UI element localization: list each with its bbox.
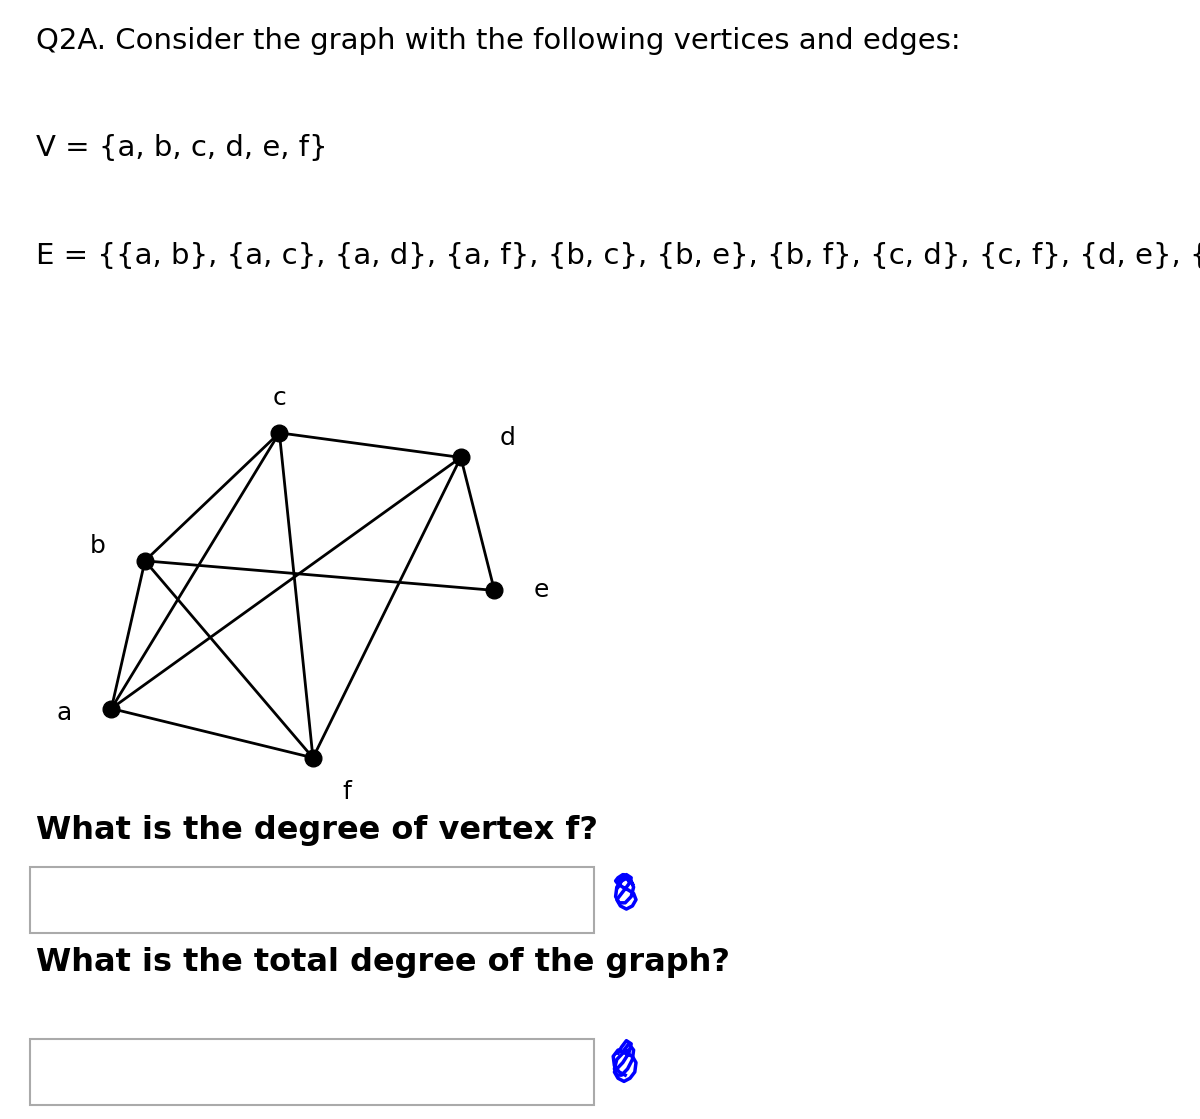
Text: E = {{a, b}, {a, c}, {a, d}, {a, f}, {b, c}, {b, e}, {b, f}, {c, d}, {c, f}, {d,: E = {{a, b}, {a, c}, {a, d}, {a, f}, {b,… — [36, 242, 1200, 270]
Text: e: e — [534, 579, 550, 602]
Text: Q2A. Consider the graph with the following vertices and edges:: Q2A. Consider the graph with the followi… — [36, 27, 961, 55]
Text: b: b — [90, 534, 106, 558]
Text: What is the total degree of the graph?: What is the total degree of the graph? — [36, 947, 730, 978]
Text: d: d — [500, 425, 516, 450]
Text: V = {a, b, c, d, e, f}: V = {a, b, c, d, e, f} — [36, 134, 328, 162]
Text: a: a — [56, 702, 72, 725]
Text: f: f — [342, 780, 350, 805]
Text: c: c — [272, 386, 287, 411]
FancyBboxPatch shape — [30, 1040, 594, 1104]
FancyBboxPatch shape — [30, 867, 594, 932]
Text: What is the degree of vertex f?: What is the degree of vertex f? — [36, 815, 598, 846]
